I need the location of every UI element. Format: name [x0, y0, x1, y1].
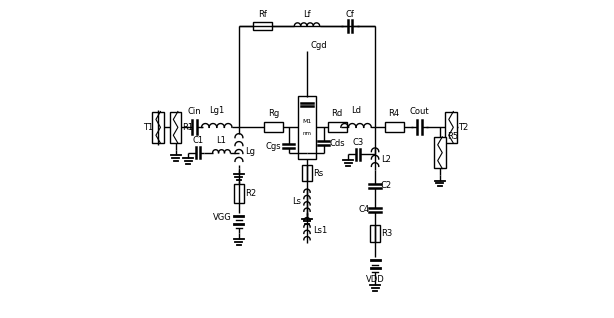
Bar [384, 122, 403, 132]
Text: C1: C1 [192, 136, 203, 145]
Text: T1: T1 [143, 123, 154, 132]
Text: R5: R5 [447, 132, 458, 141]
Text: Lg1: Lg1 [209, 106, 224, 115]
Text: M1: M1 [302, 119, 312, 123]
Bar [152, 112, 164, 143]
Text: Ls: Ls [292, 197, 301, 206]
Text: Ls1: Ls1 [313, 226, 328, 235]
Text: R1: R1 [182, 123, 193, 132]
Text: Lf: Lf [303, 10, 311, 19]
Text: Cout: Cout [410, 107, 429, 116]
Text: Rf: Rf [258, 10, 267, 19]
Text: L2: L2 [381, 155, 391, 163]
Bar [253, 22, 272, 31]
Text: Cds: Cds [330, 139, 346, 148]
Text: Ld: Ld [351, 106, 361, 115]
Text: R2: R2 [244, 189, 256, 198]
Text: Cgd: Cgd [310, 41, 327, 50]
Bar [370, 225, 380, 242]
Text: VDD: VDD [366, 275, 384, 284]
Bar [302, 165, 312, 181]
Text: Rd: Rd [332, 109, 343, 118]
Text: Cf: Cf [345, 10, 354, 19]
Text: VGG: VGG [213, 213, 232, 222]
Text: Rg: Rg [268, 109, 279, 118]
Text: T2: T2 [458, 123, 468, 132]
Text: C3: C3 [352, 138, 363, 147]
Text: Cgs: Cgs [265, 142, 281, 151]
Text: Lg: Lg [244, 147, 255, 156]
Text: C4: C4 [358, 205, 370, 214]
Bar [328, 122, 346, 132]
Text: Rs: Rs [313, 169, 324, 178]
Text: R3: R3 [381, 229, 392, 238]
Bar [264, 122, 283, 132]
Text: nm: nm [303, 131, 311, 136]
Bar [234, 184, 244, 203]
Bar [298, 96, 316, 159]
Text: L1: L1 [217, 136, 227, 145]
Text: C2: C2 [381, 181, 392, 190]
Text: Cin: Cin [188, 107, 201, 116]
Bar [445, 112, 457, 143]
Text: R4: R4 [389, 109, 400, 118]
Bar [434, 137, 446, 169]
Bar [170, 112, 181, 143]
